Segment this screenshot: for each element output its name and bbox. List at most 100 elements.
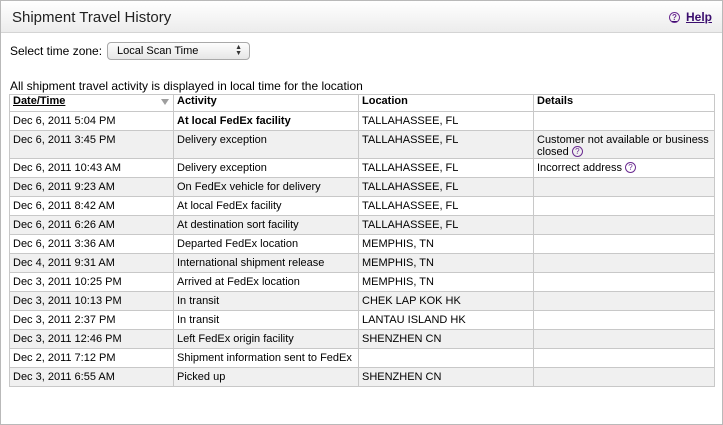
- table-row: Dec 6, 2011 5:04 PM At local FedEx facili…: [9, 111, 715, 131]
- table-row: Dec 6, 2011 10:43 AM Delivery exception TA…: [9, 158, 715, 178]
- cell-location: MEMPHIS, TN: [358, 272, 534, 292]
- cell-activity-text: In transit: [177, 314, 220, 326]
- column-header-details: Details: [533, 94, 715, 112]
- cell-activity-text: Delivery exception: [177, 162, 267, 174]
- cell-datetime-text: Dec 3, 2011 10:13 PM: [13, 295, 122, 307]
- cell-details: [533, 348, 715, 368]
- cell-details: Customer not available or business close…: [533, 130, 715, 159]
- cell-activity: Left FedEx origin facility: [173, 329, 359, 349]
- cell-details: [533, 253, 715, 273]
- cell-details: [533, 329, 715, 349]
- cell-activity-text: Picked up: [177, 371, 226, 383]
- cell-activity-text: Departed FedEx location: [177, 238, 299, 250]
- cell-details: Incorrect address?: [533, 158, 715, 178]
- cell-datetime-text: Dec 3, 2011 2:37 PM: [13, 314, 116, 326]
- details-help-icon[interactable]: ?: [624, 162, 636, 173]
- details-help-icon[interactable]: ?: [571, 146, 583, 157]
- panel-title: Shipment Travel History: [12, 9, 172, 26]
- cell-location-text: LANTAU ISLAND HK: [362, 314, 466, 326]
- help-label[interactable]: Help: [685, 10, 712, 24]
- cell-activity: International shipment release: [173, 253, 359, 273]
- cell-activity: Delivery exception: [173, 158, 359, 178]
- table-header-row: Date/Time Activity Location Details: [9, 94, 715, 112]
- cell-location: CHEK LAP KOK HK: [358, 291, 534, 311]
- cell-activity: Departed FedEx location: [173, 234, 359, 254]
- cell-datetime: Dec 3, 2011 2:37 PM: [9, 310, 174, 330]
- cell-datetime: Dec 6, 2011 9:23 AM: [9, 177, 174, 197]
- column-header-datetime-label[interactable]: Date/Time: [13, 95, 66, 107]
- cell-details: [533, 111, 715, 131]
- cell-datetime-text: Dec 6, 2011 10:43 AM: [13, 162, 122, 174]
- cell-location-text: TALLAHASSEE, FL: [362, 115, 459, 127]
- cell-activity-text: Delivery exception: [177, 134, 267, 146]
- cell-details: [533, 177, 715, 197]
- help-link[interactable]: ? Help: [668, 10, 712, 24]
- cell-datetime-text: Dec 6, 2011 3:45 PM: [13, 134, 116, 146]
- help-icon[interactable]: ?: [668, 11, 680, 23]
- cell-datetime: Dec 6, 2011 3:45 PM: [9, 130, 174, 159]
- info-text: All shipment travel activity is displaye…: [10, 79, 363, 93]
- cell-activity: In transit: [173, 310, 359, 330]
- timezone-selected-value[interactable]: Local Scan Time: [117, 45, 199, 57]
- cell-datetime: Dec 2, 2011 7:12 PM: [9, 348, 174, 368]
- select-arrows-icon: ▲ ▼: [235, 44, 243, 57]
- table-row: Dec 3, 2011 2:37 PM In transit LANTAU ISLA…: [9, 310, 715, 330]
- table-row: Dec 3, 2011 12:46 PM Left FedEx origin fa…: [9, 329, 715, 349]
- cell-location-text: SHENZHEN CN: [362, 333, 442, 345]
- cell-location: TALLAHASSEE, FL: [358, 111, 534, 131]
- cell-location: TALLAHASSEE, FL: [358, 130, 534, 159]
- cell-datetime: Dec 6, 2011 5:04 PM: [9, 111, 174, 131]
- cell-details: [533, 215, 715, 235]
- cell-activity-text: At destination sort facility: [177, 219, 299, 231]
- cell-datetime-text: Dec 4, 2011 9:31 AM: [13, 257, 115, 269]
- cell-location: SHENZHEN CN: [358, 329, 534, 349]
- cell-location: SHENZHEN CN: [358, 367, 534, 387]
- timezone-row: Select time zone: Local Scan Time ▲ ▼: [10, 42, 251, 60]
- cell-datetime-text: Dec 6, 2011 5:04 PM: [13, 115, 116, 127]
- cell-activity-text: International shipment release: [177, 257, 325, 269]
- column-header-activity: Activity: [173, 94, 359, 112]
- cell-location-text: TALLAHASSEE, FL: [362, 219, 459, 231]
- cell-datetime-text: Dec 3, 2011 12:46 PM: [13, 333, 122, 345]
- cell-datetime: Dec 6, 2011 6:26 AM: [9, 215, 174, 235]
- timezone-select[interactable]: Local Scan Time ▲ ▼: [107, 42, 251, 60]
- cell-datetime-text: Dec 3, 2011 10:25 PM: [13, 276, 122, 288]
- cell-datetime-text: Dec 3, 2011 6:55 AM: [13, 371, 115, 383]
- cell-datetime: Dec 3, 2011 10:13 PM: [9, 291, 174, 311]
- cell-location: MEMPHIS, TN: [358, 253, 534, 273]
- cell-location-text: MEMPHIS, TN: [362, 257, 434, 269]
- sort-descending-icon[interactable]: [161, 99, 169, 105]
- column-header-datetime[interactable]: Date/Time: [9, 94, 174, 112]
- cell-location-text: MEMPHIS, TN: [362, 238, 434, 250]
- cell-datetime-text: Dec 6, 2011 8:42 AM: [13, 200, 115, 212]
- cell-activity: On FedEx vehicle for delivery: [173, 177, 359, 197]
- cell-datetime: Dec 6, 2011 10:43 AM: [9, 158, 174, 178]
- cell-location: MEMPHIS, TN: [358, 234, 534, 254]
- cell-details: [533, 234, 715, 254]
- table-row: Dec 6, 2011 3:36 AM Departed FedEx locati…: [9, 234, 715, 254]
- table-row: Dec 2, 2011 7:12 PM Shipment information …: [9, 348, 715, 368]
- cell-datetime-text: Dec 2, 2011 7:12 PM: [13, 352, 116, 364]
- panel-header: Shipment Travel History ? Help: [1, 1, 722, 33]
- cell-datetime: Dec 4, 2011 9:31 AM: [9, 253, 174, 273]
- cell-datetime: Dec 3, 2011 12:46 PM: [9, 329, 174, 349]
- cell-activity-text: Arrived at FedEx location: [177, 276, 300, 288]
- cell-datetime: Dec 3, 2011 10:25 PM: [9, 272, 174, 292]
- cell-location-text: TALLAHASSEE, FL: [362, 162, 459, 174]
- cell-details: [533, 196, 715, 216]
- column-header-location: Location: [358, 94, 534, 112]
- travel-history-table: Date/Time Activity Location Details Dec …: [9, 94, 715, 387]
- cell-location: TALLAHASSEE, FL: [358, 196, 534, 216]
- cell-activity-text: Left FedEx origin facility: [177, 333, 294, 345]
- cell-details-text: Customer not available or business close…: [537, 134, 709, 158]
- cell-location: LANTAU ISLAND HK: [358, 310, 534, 330]
- table-row: Dec 6, 2011 9:23 AM On FedEx vehicle for …: [9, 177, 715, 197]
- cell-activity-text: At local FedEx facility: [177, 115, 291, 127]
- cell-details: [533, 367, 715, 387]
- cell-location-text: TALLAHASSEE, FL: [362, 200, 459, 212]
- cell-activity-text: At local FedEx facility: [177, 200, 282, 212]
- cell-location-text: CHEK LAP KOK HK: [362, 295, 461, 307]
- table-row: Dec 6, 2011 8:42 AM At local FedEx facili…: [9, 196, 715, 216]
- cell-datetime: Dec 6, 2011 8:42 AM: [9, 196, 174, 216]
